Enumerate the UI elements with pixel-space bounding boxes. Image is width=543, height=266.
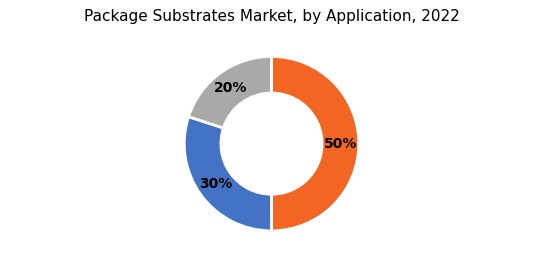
Wedge shape bbox=[272, 56, 359, 231]
Text: 50%: 50% bbox=[324, 137, 357, 151]
Wedge shape bbox=[188, 56, 272, 128]
Wedge shape bbox=[184, 117, 272, 231]
Text: 30%: 30% bbox=[199, 177, 232, 191]
Text: 20%: 20% bbox=[214, 81, 248, 95]
Title: Package Substrates Market, by Application, 2022: Package Substrates Market, by Applicatio… bbox=[84, 9, 459, 24]
Legend: Mobile Devices, Automotive Industry, Others: Mobile Devices, Automotive Industry, Oth… bbox=[85, 263, 458, 266]
